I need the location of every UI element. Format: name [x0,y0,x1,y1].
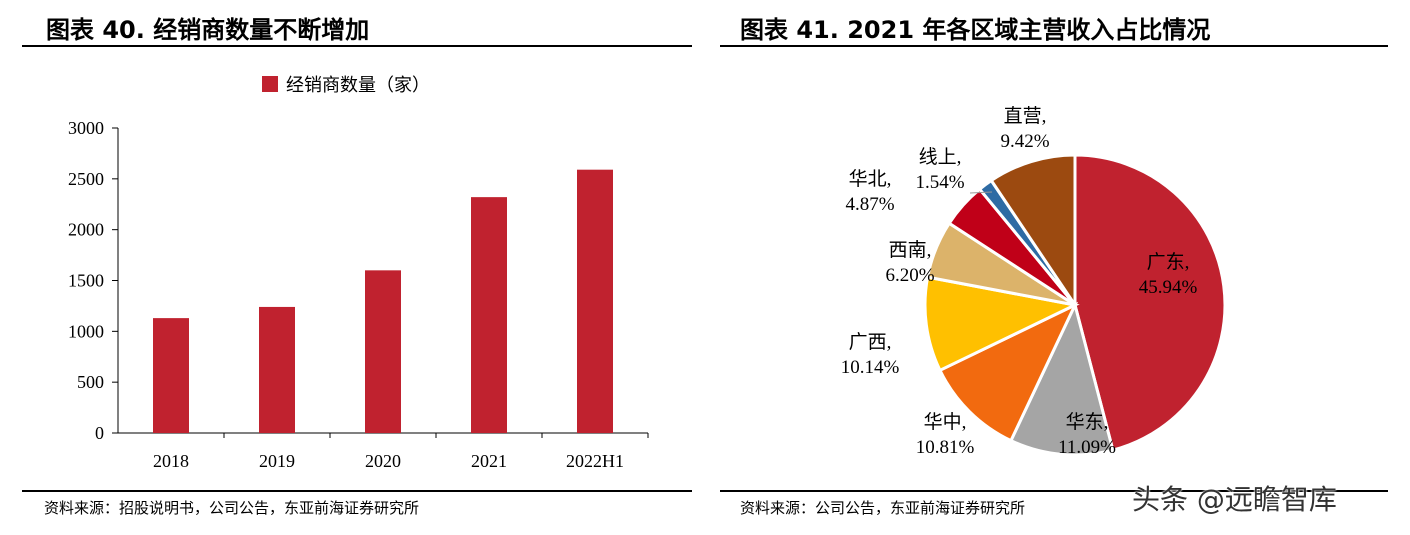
slice-label-name: 直营, [1004,105,1047,127]
pie-slice [1008,300,1115,457]
slice-label-pct: 1.54% [915,172,964,193]
slice-label-name: 华中, [924,411,967,433]
slice-label-name: 广东, [1147,251,1190,273]
bar [577,169,613,433]
y-tick-label: 1000 [68,321,104,341]
bar [153,318,189,433]
bar [259,306,295,433]
slice-label-name: 西南, [889,239,932,261]
slice-label-pct: 11.09% [1058,437,1116,458]
x-tick-label: 2022H1 [566,451,624,471]
source-rule-right [720,490,1388,492]
slice-label-pct: 10.14% [841,357,900,378]
x-tick-label: 2019 [259,451,295,471]
pie-slice [1073,153,1227,452]
title-rule-left [22,45,692,47]
y-tick-label: 3000 [68,118,104,138]
leader-line [969,191,993,194]
legend-swatch [262,76,278,92]
y-tick-label: 2500 [68,169,104,189]
source-note-left: 资料来源：招股说明书，公司公告，东亚前海证券研究所 [44,499,420,517]
pie-slice [937,301,1079,443]
slice-label-pct: 45.94% [1139,277,1198,298]
y-tick-label: 0 [95,423,104,443]
y-tick-label: 2000 [68,220,104,240]
bar-chart: 0 500 1000 1500 2000 2500 3000 2018 2019 2020 2021… [68,75,649,471]
source-rule-left [22,490,692,492]
pie-chart: 广东, 45.94% 华东, 11.09% 华中, 10.81% 广西, 10.14% 西南, 6… [841,105,1227,458]
slice-label-pct: 6.20% [885,265,934,286]
slice-label-name: 线上, [919,146,962,168]
title-rule-right [720,45,1388,47]
bar [471,197,507,433]
slice-label-pct: 4.87% [845,194,894,215]
pie-chart-title: 图表 41. 2021 年各区域主营收入占比情况 [740,16,1211,44]
y-tick-label: 1500 [68,271,104,291]
legend-label: 经销商数量（家） [286,75,430,95]
bar [365,270,401,433]
slice-label-name: 广西, [849,331,892,353]
x-tick-label: 2020 [365,451,401,471]
bar-chart-title: 图表 40. 经销商数量不断增加 [46,16,370,44]
x-tick-label: 2018 [153,451,189,471]
y-tick-label: 500 [77,372,104,392]
slice-label-name: 华北, [849,168,892,190]
slice-label-pct: 10.81% [916,437,975,458]
x-tick-label: 2021 [471,451,507,471]
source-note-right: 资料来源：公司公告，东亚前海证券研究所 [740,499,1026,517]
slice-label-name: 华东, [1066,411,1109,433]
pie-slice [989,153,1077,310]
pie-slice [923,275,1080,373]
slice-label-pct: 9.42% [1000,131,1049,152]
watermark: 头条 @远瞻智库 [1132,483,1337,516]
